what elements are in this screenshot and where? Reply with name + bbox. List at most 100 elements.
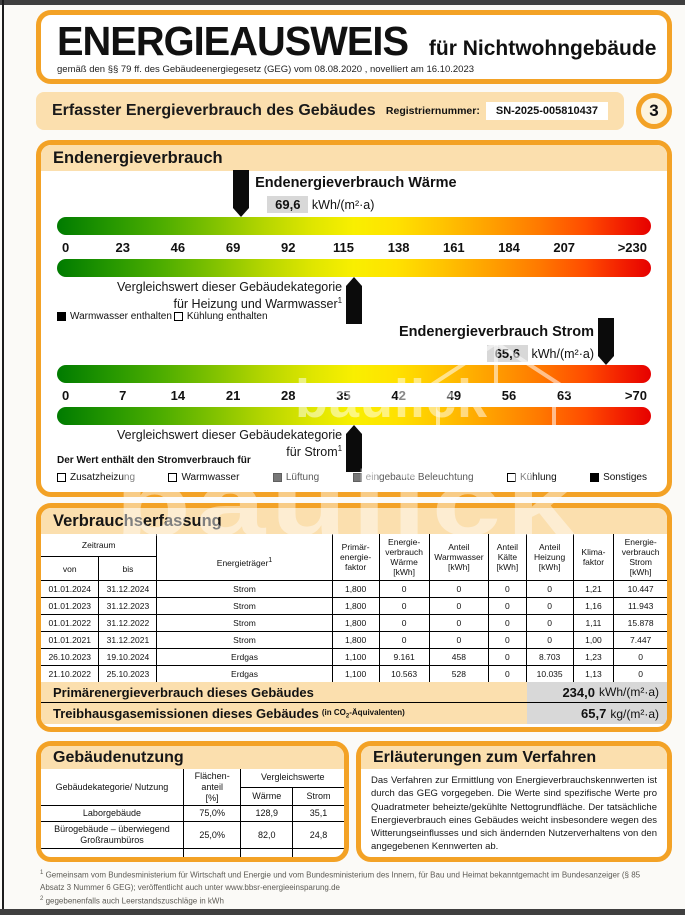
header-title-row: ENERGIEAUSWEIS für Nichtwohngebäude [57, 21, 656, 62]
table-cell: 0 [428, 580, 490, 599]
table-row: 26.10.2023 19.10.2024 Erdgas 1,100 9.161 458 0… [41, 648, 667, 667]
checkbox-filled-icon [57, 311, 66, 321]
footnote-1: 1 Gemeinsam vom Bundesministerium für Wi… [40, 870, 641, 893]
primaerenergie-unit: kWh/(m²·a) [599, 685, 659, 700]
table-cell: 25.10.2023 [98, 665, 158, 683]
table-cell: 0 [488, 631, 527, 650]
page-bottom-edge [0, 909, 685, 915]
strom-label: Endenergieverbrauch Strom [399, 324, 594, 340]
checkbox-filled-icon [272, 473, 282, 482]
vergleich-line1: Vergleichswert dieser Gebäudekategorie [116, 280, 343, 294]
table-row [41, 847, 344, 857]
registration-label: Registriernummer: [385, 105, 480, 117]
table-cell: Strom [156, 631, 333, 650]
table-cell: 1,100 [331, 648, 380, 667]
col-klimafaktor: Klima- faktor [572, 533, 615, 582]
page-left-edge [2, 0, 4, 915]
legend-item: Kühlung [506, 472, 557, 483]
strom-scale-ticks: 0 7 14 21 28 35 42 49 56 63 >70 [57, 383, 651, 407]
section-title: Erläuterungen zum Verfahren [361, 746, 667, 769]
table-cell: 1,21 [572, 580, 615, 599]
waerme-vergleich-arrow-icon [346, 277, 362, 324]
banner-title: Erfasster Energieverbrauch des Gebäudes [52, 102, 376, 119]
scale-tick-label: 63 [556, 387, 572, 403]
legend-item: Warmwasser [168, 472, 239, 483]
checkbox-filled-icon [590, 473, 600, 482]
footnote-2: 2 gegebenenfalls auch Leerstandszuschläg… [40, 896, 224, 906]
table-cell: Erdgas [156, 648, 333, 667]
table-cell: 19.10.2024 [98, 648, 158, 667]
strom-value-row: 65,6 kWh/(m²·a) [486, 345, 594, 362]
table-cell: 75,0% [182, 805, 242, 823]
treibhausgas-value-box: 65,7 kg/(m²·a) [527, 703, 667, 725]
checkbox-empty-icon [506, 473, 516, 482]
strom-vergleich-text: Vergleichswert dieser Gebäudekategorie f… [117, 428, 342, 460]
treibhausgas-label-text: Treibhausgasemissionen dieses Gebäudes [53, 706, 319, 722]
table-cell: 1,23 [572, 648, 615, 667]
scale-tick-label: 207 [553, 239, 576, 255]
table-cell: 0 [488, 580, 527, 599]
table-cell: 0 [525, 631, 574, 650]
treibhausgas-row: Treibhausgasemissionen dieses Gebäudes (… [41, 703, 667, 725]
legend-label: Kühlung enthalten [186, 310, 268, 322]
scale-tick-label: 138 [387, 239, 410, 255]
scale-tick-label: 115 [332, 239, 354, 255]
vergleich-line2: für Heizung und Warmwasser [173, 296, 338, 311]
table-cell: 1,100 [331, 665, 380, 683]
table-row: 01.01.2024 31.12.2024 Strom 1,800 0 0 0 0 1,21 10… [41, 580, 667, 599]
table-cell: 0 [378, 614, 430, 633]
table-cell: 21.10.2022 [41, 665, 100, 683]
treibhausgas-label: Treibhausgasemissionen dieses Gebäudes (… [41, 703, 527, 724]
table-cell: 1,13 [572, 665, 615, 683]
legend-label: Warmwasser [181, 472, 240, 483]
col-gebaeudekategorie: Gebäudekategorie/ Nutzung [41, 768, 184, 807]
scale-tick-label: 46 [170, 239, 186, 255]
verbrauchserfassung-box: Verbrauchserfassung Zeitraum Energieträg… [36, 503, 672, 732]
checkbox-filled-icon [352, 473, 362, 482]
scale-tick-label: 161 [442, 239, 465, 255]
document-title-suffix: für Nichtwohngebäude [428, 37, 657, 60]
col-energieverbrauch-waerme: Energie- verbrauch Wärme [kWh] [378, 533, 430, 582]
scale-tick-label: 49 [446, 387, 462, 403]
verbrauch-table: Zeitraum Energieträger1 Primär- energie-… [41, 533, 667, 683]
table-cell: 10.035 [525, 665, 574, 683]
strom-vergleich-arrow-icon [346, 425, 362, 472]
footnote-1-text: Gemeinsam vom Bundesministerium für Wirt… [40, 870, 641, 893]
waerme-label: Endenergieverbrauch Wärme [255, 175, 457, 191]
treibhausgas-note: (in CO2-Äquivalenten) [321, 707, 405, 720]
table-cell: 01.01.2023 [41, 597, 100, 616]
waerme-scale-bar-top [57, 217, 651, 235]
legend-item: Zusatzheizung [57, 472, 135, 483]
col-vergleich-waerme: Wärme [240, 786, 293, 807]
header-box: ENERGIEAUSWEIS für Nichtwohngebäude gemä… [36, 10, 672, 84]
table-cell: 0 [613, 648, 667, 667]
waerme-scale-bar-bottom [57, 259, 651, 277]
table-cell: 128,9 [240, 805, 293, 823]
scale-tick-label: 0 [62, 387, 70, 403]
table-cell: 26.10.2023 [41, 648, 100, 667]
table-cell: 0 [488, 648, 527, 667]
table-cell: 9.161 [378, 648, 430, 667]
document-subtitle: gemäß den §§ 79 ff. des Gebäudeenergiege… [57, 64, 475, 75]
table-row: 01.01.2022 31.12.2022 Strom 1,800 0 0 0 0 1,11 15… [41, 614, 667, 633]
checkbox-empty-icon [57, 473, 66, 482]
table-cell: 31.12.2024 [98, 580, 158, 599]
page-top-edge [0, 0, 685, 5]
strom-scale: 0 7 14 21 28 35 42 49 56 63 >70 [57, 318, 651, 472]
table-cell: 0 [525, 597, 574, 616]
table-cell: 1,800 [331, 580, 380, 599]
scale-tick-label: 23 [115, 239, 130, 255]
legend-item: Lüftung [272, 472, 319, 483]
scale-tick-label: 28 [281, 387, 296, 403]
strom-annotation: Endenergieverbrauch Strom 65,6 kWh/(m²·a… [57, 323, 651, 365]
checkbox-empty-icon [168, 473, 178, 482]
table-cell [291, 847, 344, 857]
col-vergleichswerte: Vergleichswerte [240, 768, 344, 788]
table-cell: Erdgas [156, 665, 333, 683]
scale-tick-label: 35 [336, 387, 351, 403]
table-cell: 7.447 [613, 631, 667, 650]
waerme-annotation: Endenergieverbrauch Wärme 69,6 kWh/(m²·a… [57, 173, 651, 217]
table-cell: 0 [428, 614, 490, 633]
vergleich-footnote-ref: 1 [337, 295, 343, 305]
col-energietraeger-label: Energieträger [216, 557, 269, 568]
